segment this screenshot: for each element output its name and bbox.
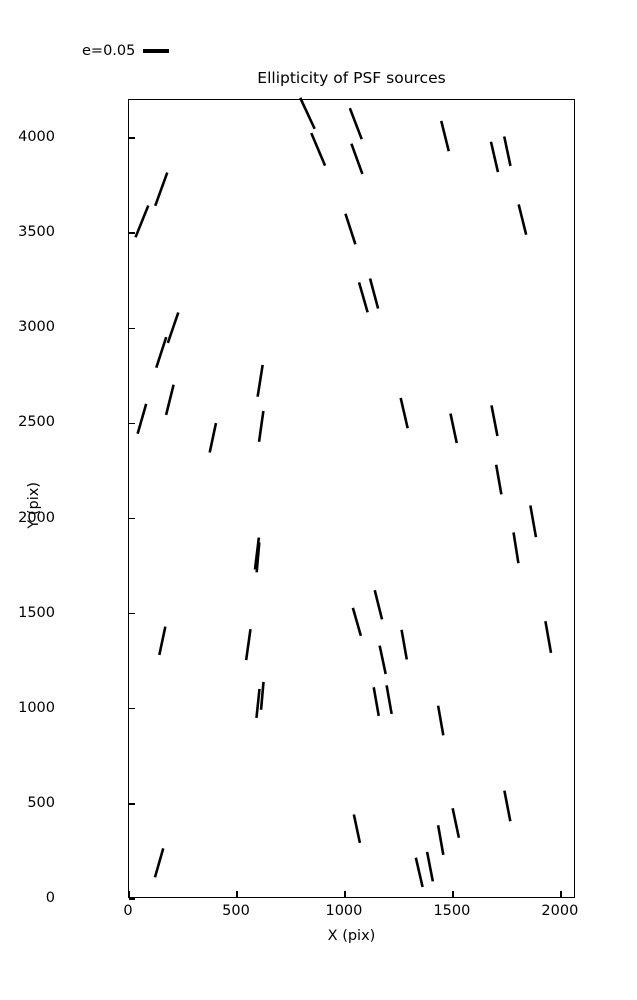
x-axis-label: X (pix) xyxy=(327,928,376,944)
x-tick-label: 2000 xyxy=(541,903,579,919)
whisker-marker xyxy=(155,336,168,369)
whisker-marker xyxy=(489,141,500,173)
whisker-marker xyxy=(208,422,218,453)
whisker-marker xyxy=(351,607,363,637)
whisker-marker xyxy=(494,464,503,495)
whisker-marker xyxy=(414,857,424,888)
whisker-marker xyxy=(344,213,357,245)
whisker-marker xyxy=(373,589,384,620)
whisker-marker xyxy=(400,629,409,660)
legend-label: e=0.05 xyxy=(82,43,136,59)
whisker-marker xyxy=(503,790,512,822)
whisker-marker xyxy=(517,204,528,235)
whisker-marker xyxy=(259,681,265,710)
whisker-marker xyxy=(244,629,252,661)
whisker-marker xyxy=(529,505,538,538)
y-tick-label: 4000 xyxy=(18,128,55,145)
y-tick-label: 500 xyxy=(27,794,55,811)
whisker-marker xyxy=(154,172,169,207)
x-tick-mark xyxy=(452,891,454,897)
whisker-marker xyxy=(385,685,393,715)
whisker-marker xyxy=(255,542,261,573)
legend-scale-key: e=0.05 xyxy=(82,43,170,59)
whisker-marker xyxy=(255,688,261,719)
y-tick-label: 3000 xyxy=(18,319,55,336)
whisker-marker xyxy=(372,687,381,717)
x-tick-label: 500 xyxy=(222,903,250,919)
y-tick-mark xyxy=(129,137,135,139)
whisker-marker xyxy=(134,205,150,238)
y-axis-label: Y (pix) xyxy=(25,481,42,529)
whisker-marker xyxy=(256,364,264,397)
y-tick-label: 1000 xyxy=(18,699,55,716)
whisker-marker xyxy=(257,410,265,442)
whisker-marker xyxy=(440,120,451,152)
y-tick-label: 0 xyxy=(45,889,55,906)
whisker-marker xyxy=(153,848,165,878)
x-tick-label: 0 xyxy=(123,903,133,919)
y-tick-label: 2000 xyxy=(18,509,55,526)
y-tick-label: 3500 xyxy=(18,223,55,240)
y-tick-mark xyxy=(129,422,135,425)
whisker-marker xyxy=(357,282,369,313)
whisker-data-layer xyxy=(134,97,553,888)
y-tick-mark xyxy=(129,803,135,805)
whisker-marker xyxy=(352,814,362,844)
legend-scale-bar-icon xyxy=(143,49,170,54)
whisker-marker xyxy=(350,143,364,175)
x-tick-mark xyxy=(344,891,346,897)
x-tick-mark xyxy=(128,891,130,897)
whisker-marker xyxy=(451,808,461,838)
whisker-marker xyxy=(368,278,380,309)
y-tick-mark xyxy=(129,232,135,234)
y-tick-label: 1500 xyxy=(18,604,55,621)
whisker-marker xyxy=(166,312,180,344)
plot-title: Ellipticity of PSF sources xyxy=(257,69,446,87)
whisker-marker xyxy=(436,705,445,736)
whisker-marker xyxy=(136,403,148,435)
whisker-marker xyxy=(512,532,520,564)
whisker-marker xyxy=(490,405,499,437)
whisker-marker xyxy=(502,136,512,167)
y-tick-mark xyxy=(129,708,135,710)
x-tick-label: 1000 xyxy=(325,903,363,919)
x-tick-mark xyxy=(236,891,238,897)
whisker-marker xyxy=(399,397,409,429)
y-tick-mark xyxy=(129,612,135,615)
whisker-marker xyxy=(449,413,459,444)
x-tick-label: 1500 xyxy=(433,903,471,919)
y-tick-mark xyxy=(129,327,135,329)
whisker-marker xyxy=(544,620,553,654)
y-tick-label: 2500 xyxy=(18,414,55,431)
whisker-marker xyxy=(436,825,445,856)
y-tick-mark xyxy=(129,898,135,900)
whisker-marker xyxy=(158,626,167,656)
plot-axes-frame xyxy=(128,97,575,900)
y-tick-mark xyxy=(129,517,135,520)
whisker-marker xyxy=(310,132,327,167)
whisker-marker xyxy=(378,645,387,675)
x-tick-mark xyxy=(560,891,562,897)
whisker-marker xyxy=(425,851,435,882)
whisker-marker xyxy=(299,97,316,130)
whisker-marker xyxy=(348,107,363,140)
whisker-marker xyxy=(164,384,175,416)
